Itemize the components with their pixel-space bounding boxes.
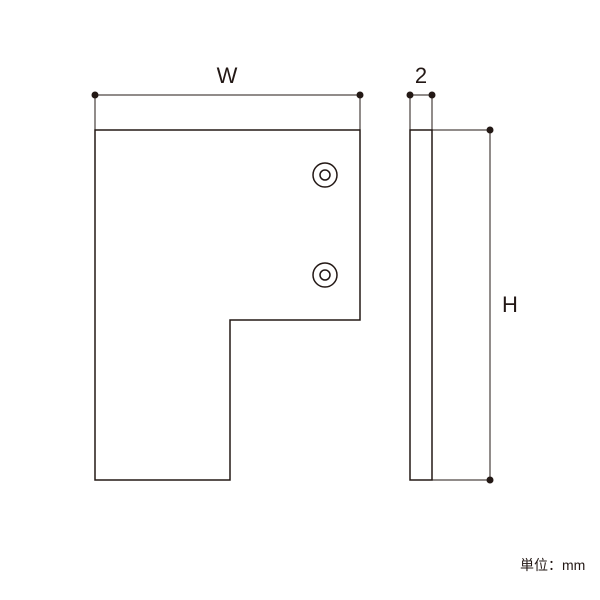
front-view-shape (95, 130, 360, 480)
width-dim-label: W (217, 63, 238, 88)
mounting-hole-outer-2 (313, 263, 337, 287)
thickness-dim-label: 2 (415, 63, 427, 88)
unit-label: 単位：mm (520, 557, 585, 573)
thickness-dimension: 2 (407, 63, 436, 130)
height-dim-label: H (502, 292, 518, 317)
mounting-hole-inner-2 (320, 270, 330, 280)
mounting-hole-inner-1 (320, 170, 330, 180)
height-dimension: H (432, 127, 518, 484)
side-view-shape (410, 130, 432, 480)
mounting-hole-outer-1 (313, 163, 337, 187)
width-dimension: W (92, 63, 364, 130)
technical-drawing: W 2 H 単位：mm (0, 0, 600, 600)
